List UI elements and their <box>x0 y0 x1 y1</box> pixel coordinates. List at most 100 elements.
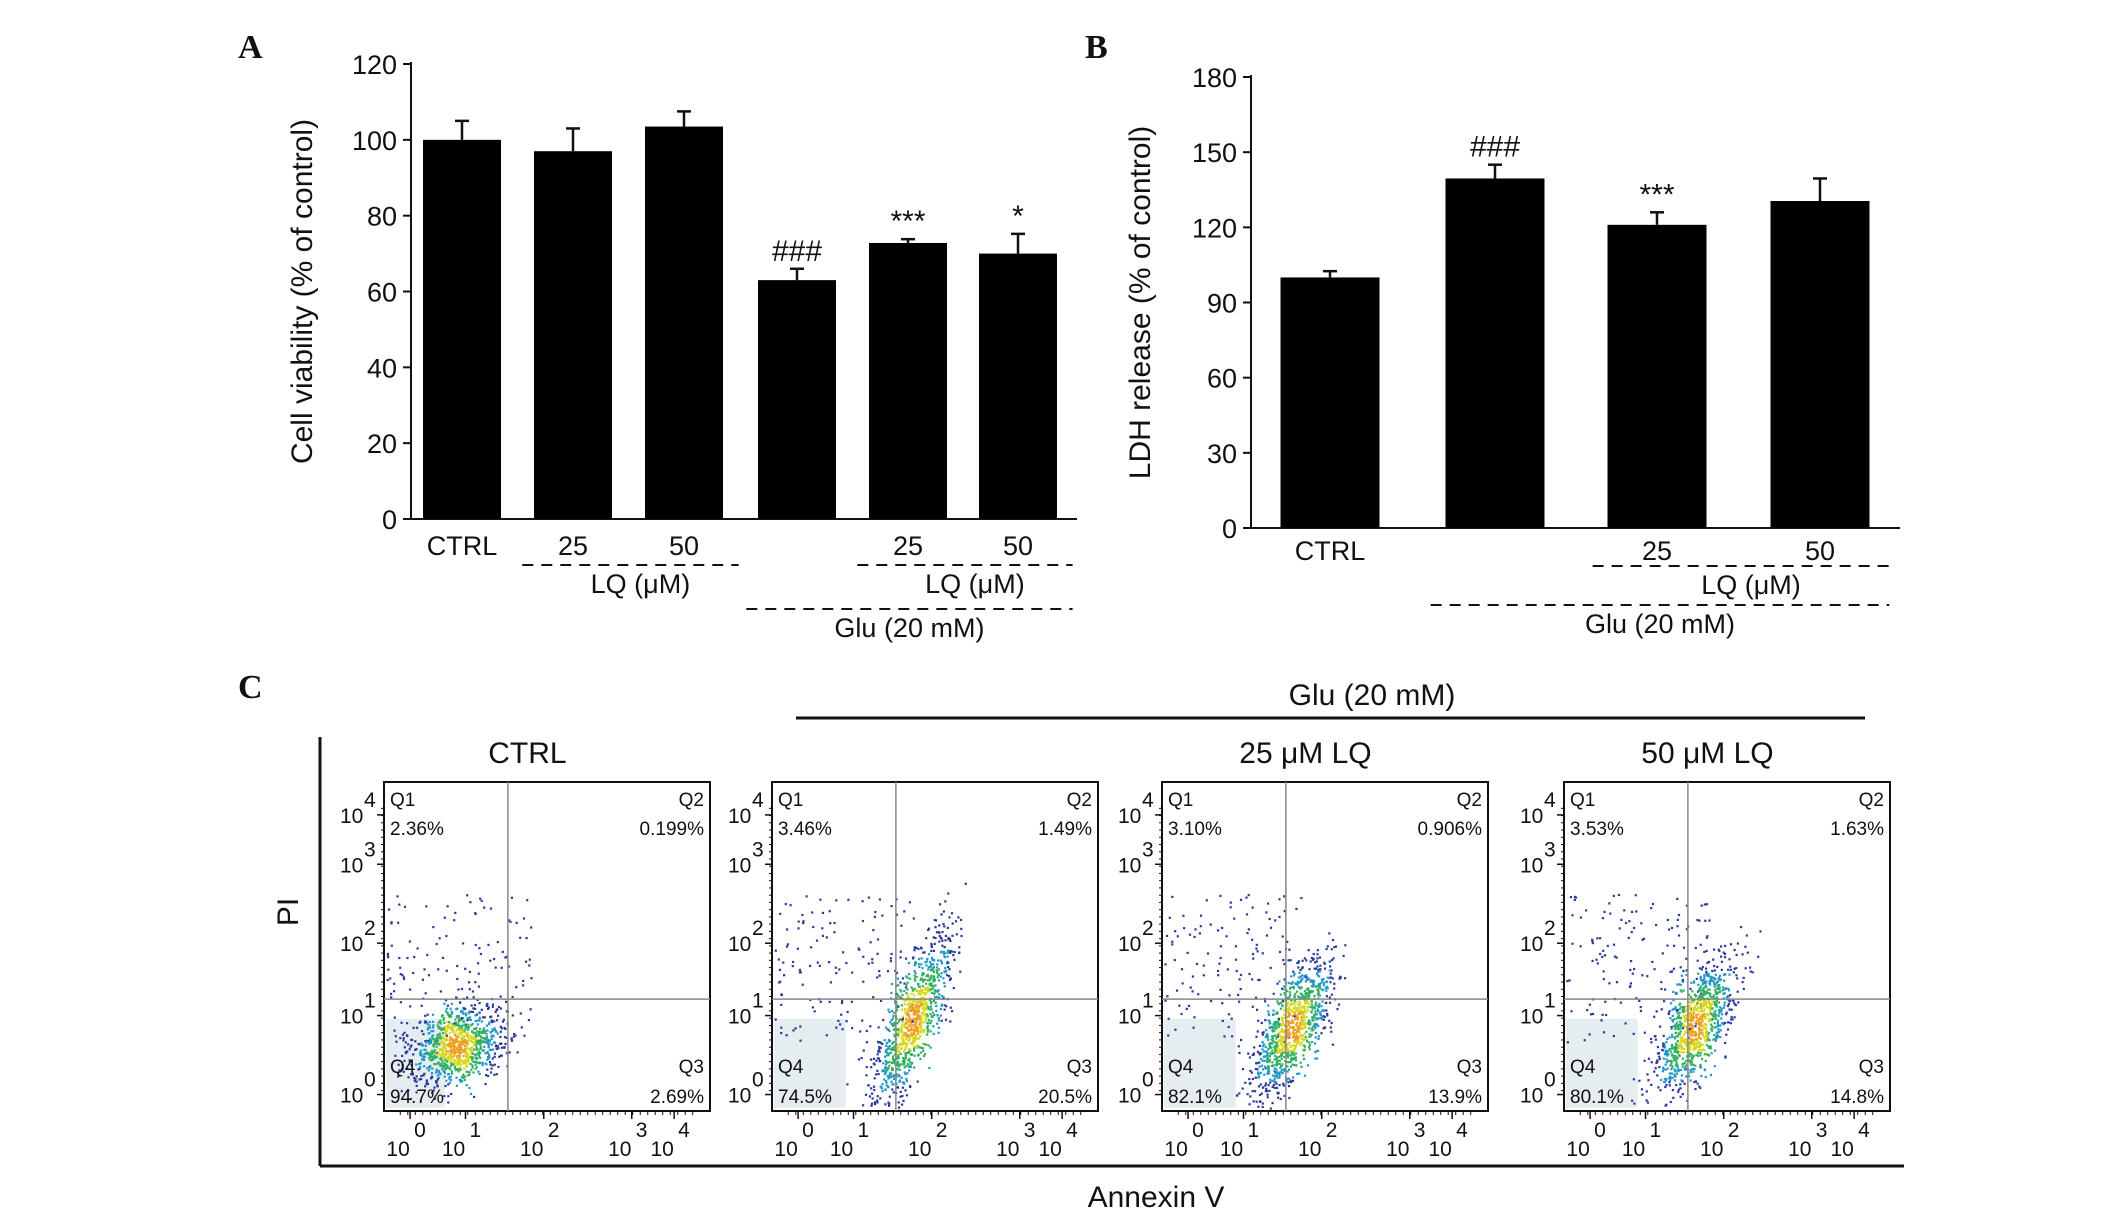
event-dot <box>404 1050 407 1053</box>
event-dot <box>1698 988 1701 991</box>
event-dot <box>1287 1028 1290 1031</box>
event-dot <box>1257 1073 1261 1076</box>
event-dot <box>890 1069 894 1072</box>
event-dot <box>1304 1026 1307 1029</box>
event-dot <box>445 1044 448 1047</box>
event-dot <box>898 1106 901 1109</box>
event-dot <box>903 1048 906 1051</box>
event-dot <box>885 1068 888 1071</box>
event-dot <box>889 1021 892 1024</box>
event-dot <box>1267 1072 1271 1075</box>
event-dot <box>393 982 396 985</box>
event-dot <box>901 1015 905 1018</box>
event-dot <box>472 1060 475 1063</box>
event-dot <box>487 1074 490 1078</box>
event-dot <box>394 1054 397 1057</box>
event-dot <box>1260 1064 1263 1067</box>
event-dot <box>1705 967 1708 970</box>
event-dot <box>1704 1038 1707 1041</box>
event-dot <box>410 1073 413 1076</box>
event-dot <box>911 988 914 991</box>
event-dot <box>1735 953 1738 956</box>
event-dot <box>1673 1050 1676 1053</box>
event-dot <box>1274 1025 1277 1028</box>
event-dot <box>1698 1037 1701 1040</box>
event-dot <box>460 987 464 991</box>
event-dot <box>909 1065 912 1068</box>
event-dot <box>485 1040 488 1044</box>
event-dot <box>1249 1095 1252 1098</box>
event-dot <box>490 1035 493 1038</box>
event-dot <box>1287 1051 1290 1054</box>
event-dot <box>1286 1070 1289 1073</box>
event-dot <box>901 1103 904 1106</box>
event-dot <box>499 1030 502 1033</box>
event-dot <box>456 1046 459 1049</box>
event-dot <box>1658 1058 1661 1061</box>
event-dot <box>1257 1071 1260 1074</box>
event-dot <box>1635 997 1638 1000</box>
event-dot <box>1697 1045 1700 1048</box>
event-dot <box>443 1075 446 1078</box>
event-dot <box>1283 1031 1286 1034</box>
event-dot <box>1638 1079 1641 1082</box>
event-dot <box>901 1039 905 1042</box>
event-dot <box>1668 928 1671 931</box>
event-dot <box>891 1055 895 1058</box>
event-dot <box>1695 1009 1699 1012</box>
event-dot <box>1708 988 1711 991</box>
event-dot <box>892 1059 895 1062</box>
event-dot <box>1273 1070 1276 1073</box>
event-dot <box>1248 972 1251 976</box>
x-tick-label: 10 <box>830 1138 853 1161</box>
event-dot <box>789 904 792 907</box>
event-dot <box>1274 1044 1277 1048</box>
event-dot <box>1668 1072 1671 1075</box>
event-dot <box>1711 1017 1715 1020</box>
event-dot <box>1317 984 1320 987</box>
event-dot <box>1288 1031 1291 1034</box>
event-dot <box>402 1039 405 1042</box>
event-dot <box>1740 926 1743 929</box>
event-dot <box>487 1053 491 1056</box>
event-dot <box>1283 1051 1286 1054</box>
event-dot <box>928 999 931 1002</box>
event-dot <box>1292 1025 1295 1029</box>
event-dot <box>1303 1032 1306 1035</box>
event-dot <box>423 1048 426 1051</box>
event-dot <box>1685 1044 1689 1047</box>
event-dot <box>1602 949 1605 952</box>
event-dot <box>908 1015 911 1018</box>
event-dot <box>1647 1079 1650 1082</box>
event-dot <box>917 1016 921 1019</box>
event-dot <box>1705 936 1708 939</box>
event-dot <box>1680 1047 1683 1051</box>
event-dot <box>1276 1062 1279 1065</box>
event-dot <box>943 1008 946 1011</box>
event-dot <box>453 1054 456 1057</box>
q4-density-region <box>1164 1018 1236 1108</box>
event-dot <box>938 993 941 996</box>
event-dot <box>1322 984 1326 987</box>
event-dot <box>932 1025 935 1028</box>
event-dot <box>427 1069 431 1072</box>
event-dot <box>1570 1010 1573 1013</box>
event-dot <box>1698 1030 1701 1034</box>
event-dot <box>1174 930 1177 933</box>
event-dot <box>879 1097 882 1100</box>
event-dot <box>1679 1083 1682 1086</box>
event-dot <box>466 1045 469 1048</box>
event-dot <box>462 1073 465 1076</box>
event-dot <box>1323 961 1326 964</box>
event-dot <box>1305 1001 1309 1004</box>
event-dot <box>940 1019 943 1022</box>
event-dot <box>929 1022 932 1025</box>
event-dot <box>445 935 448 938</box>
event-dot <box>478 947 481 950</box>
event-dot <box>438 1048 442 1051</box>
event-dot <box>1688 1044 1691 1047</box>
x-tick-exponent: 1 <box>1248 1119 1260 1142</box>
event-dot <box>436 1078 439 1081</box>
event-dot <box>1683 1033 1686 1036</box>
event-dot <box>1663 1053 1667 1056</box>
